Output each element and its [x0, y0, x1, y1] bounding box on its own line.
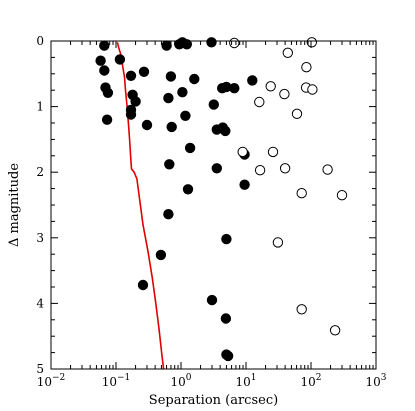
open-point [237, 146, 248, 158]
x-tick-label: 102 [300, 373, 321, 389]
y-tick-label: 2 [36, 165, 44, 179]
y-tick-label: 1 [36, 100, 44, 114]
y-tick-label: 5 [36, 362, 44, 376]
open-point [301, 61, 312, 73]
filled-point [95, 55, 106, 66]
x-tick-label: 103 [365, 373, 386, 389]
open-point [265, 81, 276, 92]
data-points [95, 37, 348, 362]
plot-frame [50, 40, 377, 370]
y-tick-label: 3 [36, 231, 44, 245]
open-point [282, 47, 293, 58]
open-point [229, 37, 240, 49]
open-point [267, 146, 279, 158]
open-point [307, 84, 318, 95]
filled-point [163, 92, 174, 104]
y-tick-label: 4 [36, 296, 44, 310]
filled-point [114, 54, 126, 65]
open-point [279, 88, 290, 100]
open-point [254, 165, 266, 176]
filled-point [138, 66, 150, 78]
filled-point [182, 184, 194, 195]
plot-area [116, 42, 165, 370]
filled-point [247, 75, 258, 86]
filled-point [220, 313, 232, 324]
filled-point [163, 209, 174, 220]
filled-point [189, 73, 200, 85]
x-tick-label: 101 [235, 373, 256, 389]
filled-point [180, 110, 191, 122]
filled-point [211, 163, 223, 174]
filled-point [137, 279, 149, 291]
filled-point [177, 87, 188, 98]
open-point [329, 325, 341, 336]
filled-point [206, 294, 218, 306]
filled-point [181, 39, 193, 50]
open-point [272, 237, 284, 248]
x-tick-label: 100 [170, 373, 191, 389]
open-point [279, 163, 291, 174]
filled-point [239, 179, 250, 190]
open-point [296, 188, 307, 199]
filled-point [229, 83, 240, 94]
open-point [306, 37, 317, 48]
filled-point [222, 350, 234, 362]
filled-point [208, 99, 220, 110]
filled-point [125, 109, 137, 120]
filled-point [125, 70, 137, 82]
axis-ticks: 10−2 10−1 100 101 102 103 0 1 2 3 4 5 [36, 34, 386, 389]
filled-point [184, 142, 196, 154]
filled-point [220, 125, 231, 137]
filled-point [141, 119, 153, 131]
filled-point [155, 249, 167, 261]
open-point [291, 108, 303, 120]
filled-point [99, 40, 110, 51]
detection-limit-line [116, 42, 165, 370]
open-point [336, 190, 348, 201]
filled-point [101, 114, 113, 125]
open-point [254, 96, 265, 108]
y-tick-label: 0 [36, 34, 44, 48]
open-point [296, 304, 307, 315]
x-tick-label: 10−1 [102, 373, 131, 389]
filled-point [221, 233, 232, 245]
x-axis-label: Separation (arcsec) [149, 393, 278, 408]
filled-point [165, 71, 177, 82]
filled-point [99, 65, 110, 76]
filled-point [130, 96, 141, 107]
x-tick-label: 10−2 [37, 373, 66, 389]
filled-point [166, 121, 177, 133]
filled-point [102, 87, 114, 99]
filled-point [206, 37, 217, 48]
open-point [322, 164, 333, 175]
filled-point [164, 159, 175, 170]
y-axis-label: Δ magnitude [7, 163, 22, 247]
